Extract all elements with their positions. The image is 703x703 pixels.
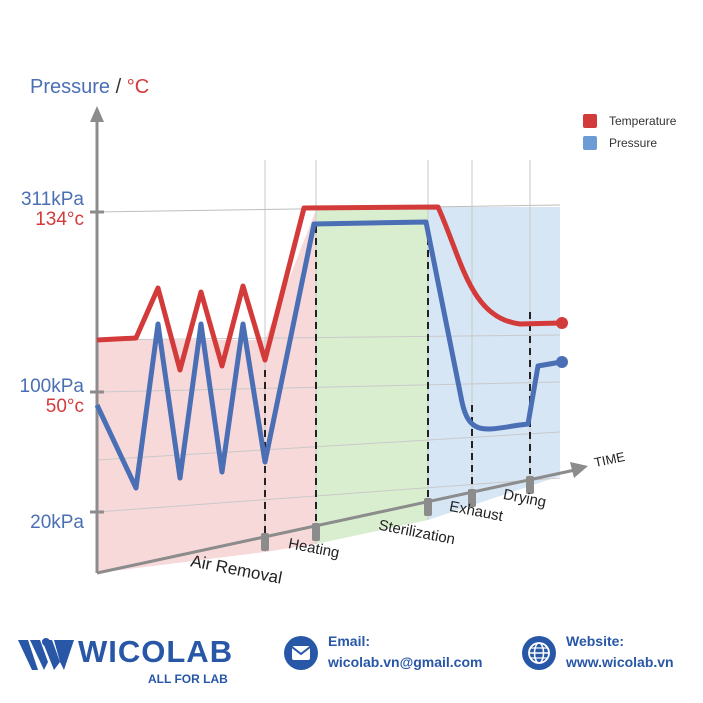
sterilization-region [316, 207, 428, 544]
legend-item-temperature: Temperature [583, 110, 676, 132]
legend-item-pressure: Pressure [583, 132, 676, 154]
email-label: Email: [328, 633, 371, 649]
wicolab-logo-icon [18, 638, 74, 670]
marker-2 [312, 523, 320, 541]
x-axis-arrow [570, 462, 588, 478]
y-tick-100-temperature: 50°c [45, 396, 84, 417]
grid-line-lower [96, 431, 561, 461]
legend-swatch-temperature [583, 114, 597, 128]
temperature-line [96, 204, 562, 373]
heating-region [265, 210, 316, 552]
globe-icon [522, 636, 556, 670]
email-icon [284, 636, 318, 670]
marker-3 [424, 498, 432, 516]
grid-line-100 [96, 381, 561, 393]
website-label: Website: [566, 633, 625, 649]
legend-label-pressure: Pressure [609, 136, 658, 150]
chart-legend: Temperature Pressure [583, 110, 676, 154]
y-tick-20: 20kPa [4, 513, 84, 533]
grid-line-20 [96, 477, 561, 513]
brand-name: WICOLAB [78, 634, 234, 669]
legend-swatch-pressure [583, 136, 597, 150]
y-axis-title-pressure: Pressure [30, 76, 111, 98]
legend-label-temperature: Temperature [609, 114, 677, 128]
y-axis-arrow [90, 106, 104, 122]
brand-tagline: ALL FOR LAB [148, 672, 228, 686]
website-value[interactable]: www.wicolab.vn [566, 654, 674, 670]
exhaust-drying-region [428, 207, 560, 520]
y-tick-311: 311kPa 134°c [4, 190, 84, 230]
pressure-end-dot [556, 356, 568, 368]
y-tick-311-temperature: 134°c [35, 209, 84, 230]
marker-4 [468, 489, 476, 507]
y-tick-100: 100kPa 50°c [4, 377, 84, 417]
y-tick-20-pressure: 20kPa [30, 512, 84, 533]
y-axis-title: Pressure / °C [30, 76, 149, 99]
y-tick-311-pressure: 311kPa [20, 189, 84, 210]
y-tick-100-pressure: 100kPa [19, 376, 84, 397]
pressure-line [94, 219, 562, 491]
temperature-end-dot [556, 317, 568, 329]
y-axis-title-temperature: °C [126, 76, 150, 98]
autoclave-cycle-chart [90, 106, 588, 575]
marker-1 [261, 533, 269, 551]
footer: WICOLAB ALL FOR LAB Email: wicolab.vn@gm… [0, 618, 703, 703]
email-value[interactable]: wicolab.vn@gmail.com [328, 654, 483, 670]
y-axis-title-separator: / [115, 76, 122, 98]
x-axis [96, 468, 576, 575]
marker-5 [526, 476, 534, 494]
